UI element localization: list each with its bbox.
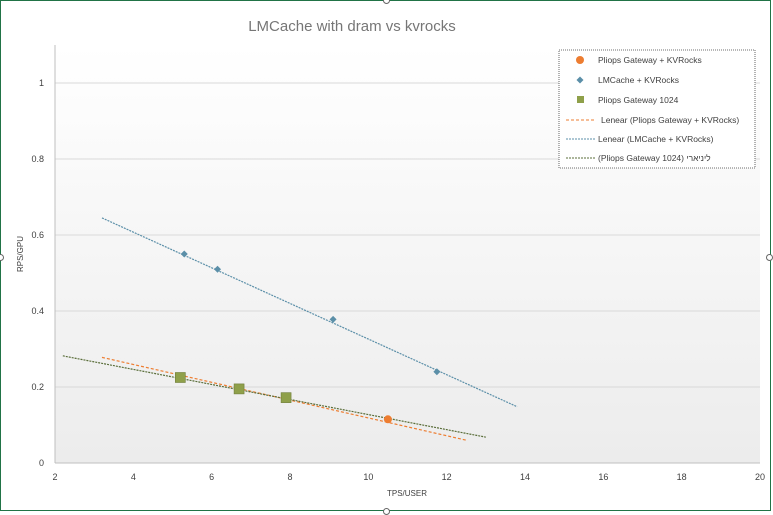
data-point bbox=[180, 250, 188, 258]
legend-entry-label: Pliops Gateway 1024 bbox=[598, 95, 679, 105]
legend-entry-label: Lenear (Pliops Gateway + KVRocks) bbox=[601, 115, 739, 125]
x-tick-label: 12 bbox=[442, 472, 452, 482]
data-point bbox=[280, 392, 292, 403]
legend-marker bbox=[577, 96, 584, 103]
legend-entry-label: LMCache + KVRocks bbox=[598, 75, 679, 85]
legend-marker bbox=[576, 76, 584, 84]
legend-marker bbox=[576, 56, 584, 64]
y-tick-label: 0.2 bbox=[31, 382, 44, 392]
y-tick-label: 0.6 bbox=[31, 230, 44, 240]
y-tick-label: 0.4 bbox=[31, 306, 44, 316]
y-tick-label: 0 bbox=[39, 458, 44, 468]
data-point bbox=[433, 368, 441, 376]
x-tick-label: 18 bbox=[677, 472, 687, 482]
data-point bbox=[214, 265, 222, 273]
legend-entry-label: (Pliops Gateway 1024) ליניארי bbox=[598, 153, 711, 163]
x-tick-label: 16 bbox=[598, 472, 608, 482]
x-tick-label: 2 bbox=[52, 472, 57, 482]
data-point bbox=[175, 372, 186, 383]
trendline bbox=[62, 355, 486, 438]
y-axis-label: RPS/GPU bbox=[16, 236, 25, 272]
y-tick-label: 1 bbox=[39, 78, 44, 88]
y-tick-label: 0.8 bbox=[31, 154, 44, 164]
chart-title: LMCache with dram vs kvrocks bbox=[248, 18, 456, 35]
resize-handle-left[interactable] bbox=[0, 254, 4, 261]
data-point bbox=[233, 383, 245, 395]
resize-handle-top[interactable] bbox=[383, 0, 390, 4]
x-tick-label: 8 bbox=[287, 472, 292, 482]
trendline bbox=[101, 217, 518, 408]
x-tick-label: 4 bbox=[131, 472, 136, 482]
x-tick-label: 10 bbox=[363, 472, 373, 482]
legend-entry-label: Lenear (LMCache + KVRocks) bbox=[598, 134, 714, 144]
legend-entry-label: Pliops Gateway + KVRocks bbox=[598, 55, 702, 65]
x-tick-label: 6 bbox=[209, 472, 214, 482]
data-point bbox=[383, 415, 392, 424]
legend: Pliops Gateway + KVRocks LMCache + KVRock… bbox=[558, 49, 756, 169]
data-point bbox=[329, 315, 337, 323]
x-tick-label: 14 bbox=[520, 472, 530, 482]
legend-box bbox=[558, 49, 756, 169]
x-axis-label: TPS/USER bbox=[387, 489, 427, 498]
x-tick-label: 20 bbox=[755, 472, 765, 482]
